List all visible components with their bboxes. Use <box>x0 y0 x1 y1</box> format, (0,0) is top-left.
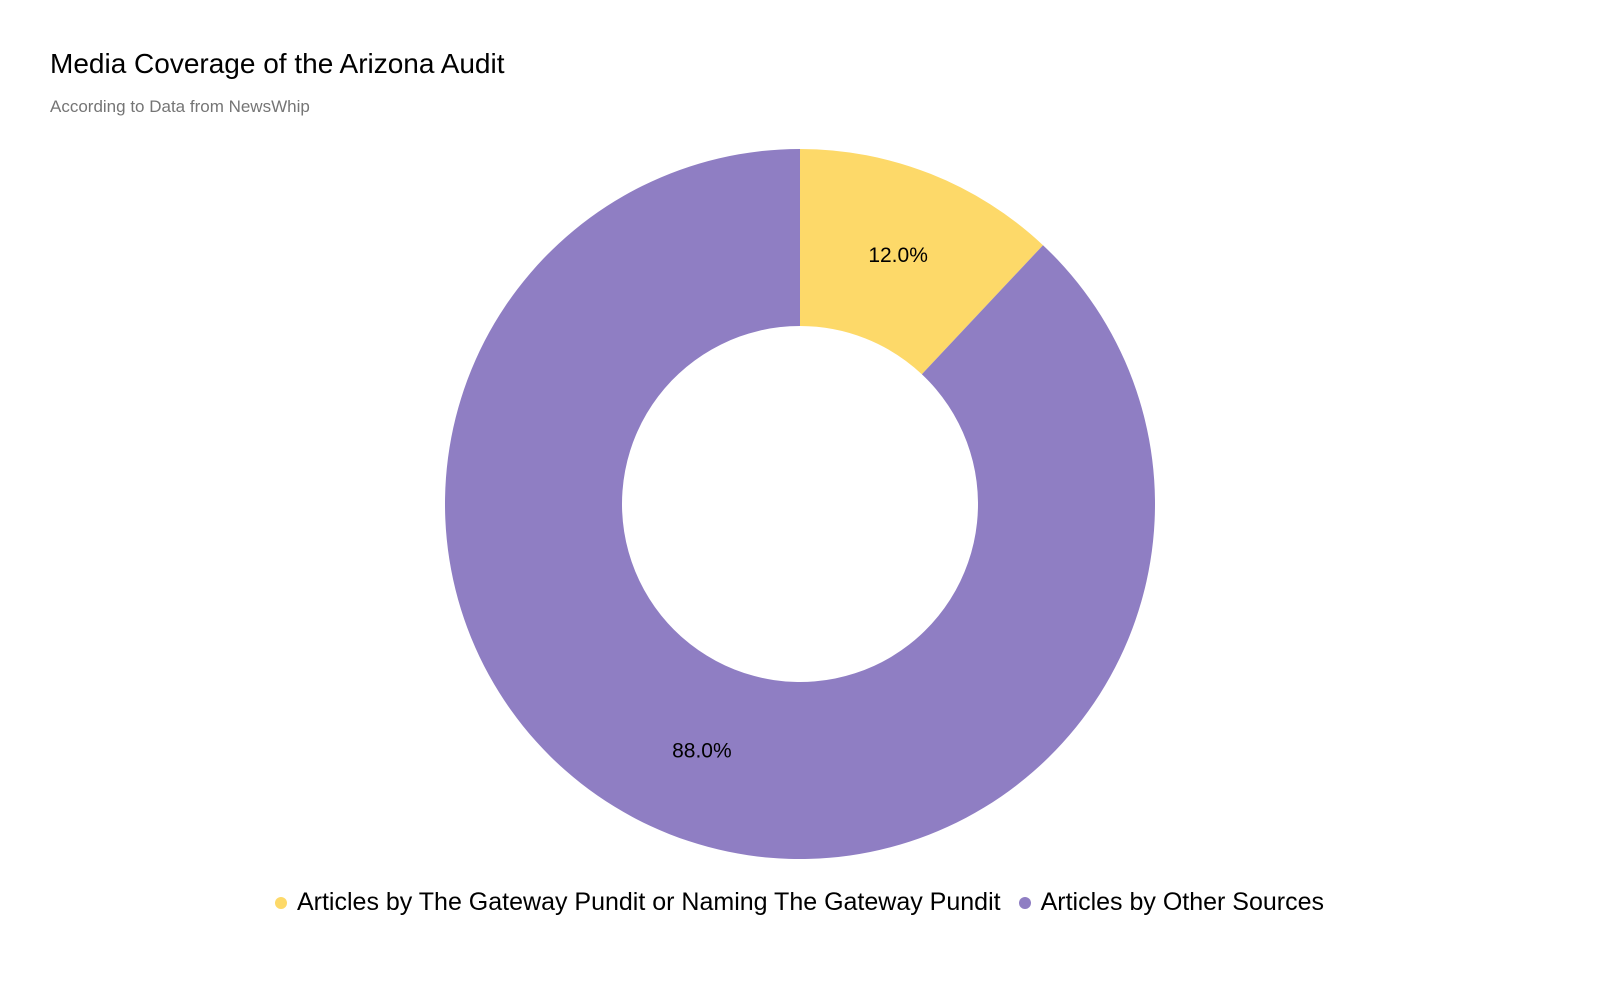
legend-swatch-other-sources <box>1018 896 1031 909</box>
legend-item-gateway-pundit[interactable]: Articles by The Gateway Pundit or Naming… <box>274 888 1001 917</box>
donut-slice-other-sources[interactable] <box>444 149 1155 859</box>
chart-legend: Articles by The Gateway Pundit or Naming… <box>0 888 1599 917</box>
donut-slices <box>444 149 1155 859</box>
legend-item-other-sources[interactable]: Articles by Other Sources <box>1018 888 1325 917</box>
donut-slice-gateway-pundit[interactable] <box>800 149 1044 375</box>
chart-subtitle: According to Data from NewsWhip <box>50 97 310 116</box>
legend-swatch-gateway-pundit <box>274 896 287 909</box>
legend-label-gateway-pundit: Articles by The Gateway Pundit or Naming… <box>296 888 1001 916</box>
slice-label-other-sources: 88.0% <box>672 739 732 762</box>
chart-title: Media Coverage of the Arizona Audit <box>50 48 505 79</box>
slice-label-gateway-pundit: 12.0% <box>868 244 928 267</box>
donut-chart: 12.0% 88.0% <box>444 149 1155 859</box>
donut-slice-labels: 12.0% 88.0% <box>672 244 928 763</box>
legend-label-other-sources: Articles by Other Sources <box>1040 888 1325 916</box>
